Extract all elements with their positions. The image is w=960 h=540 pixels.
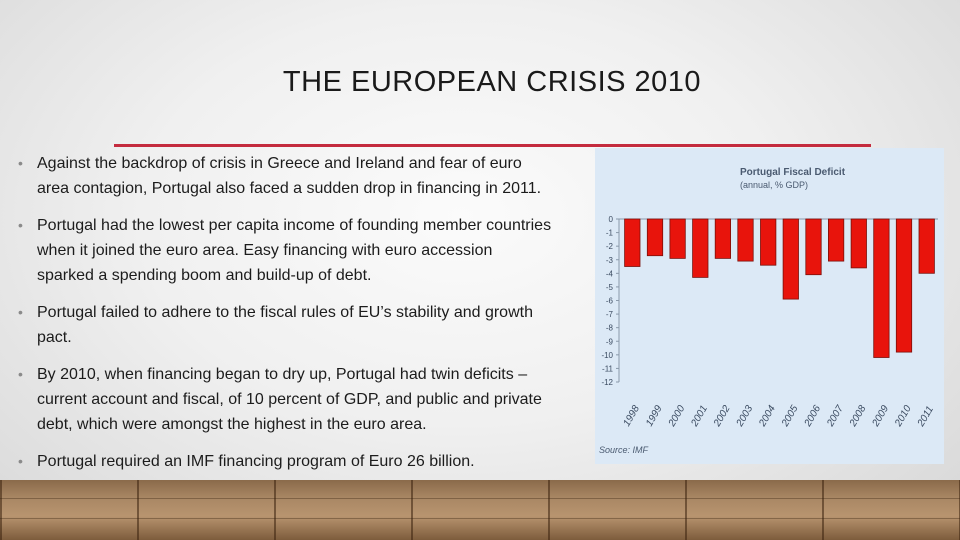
bullet-line: Portugal required an IMF financing progr… xyxy=(37,453,475,470)
bullet-line: pact. xyxy=(37,329,72,346)
floor-board-line xyxy=(0,518,960,519)
bar-2004 xyxy=(760,218,777,266)
x-tick-label: 2007 xyxy=(825,403,846,429)
x-tick-label: 2009 xyxy=(870,403,891,429)
bullet-line: By 2010, when financing began to dry up,… xyxy=(37,366,528,383)
bar-2007 xyxy=(827,218,845,262)
bullet-line: area contagion, Portugal also faced a su… xyxy=(37,180,542,197)
x-tick-label: 2000 xyxy=(666,403,687,429)
title-underline xyxy=(114,144,871,147)
bullet-line: Against the backdrop of crisis in Greece… xyxy=(37,155,522,172)
bullet-line: debt, which were amongst the highest in … xyxy=(37,416,427,433)
bar-2005 xyxy=(782,218,799,300)
y-tick-label: -1 xyxy=(606,229,614,238)
x-tick-label: 1998 xyxy=(621,403,642,428)
bar-2011 xyxy=(918,218,935,274)
x-tick-label: 2001 xyxy=(689,404,710,430)
y-tick-label: -10 xyxy=(601,351,613,360)
bar-2008 xyxy=(850,218,867,269)
wood-floor xyxy=(0,480,960,540)
chart-title: Portugal Fiscal Deficit xyxy=(740,167,846,178)
bullet-line: current account and fiscal, of 10 percen… xyxy=(37,391,542,408)
bar-2009 xyxy=(873,218,890,358)
bullet-list: Against the backdrop of crisis in Greece… xyxy=(18,151,618,486)
floor-board-line xyxy=(0,498,960,499)
x-label-group: 1998 1999 2000 2001 2002 2003 2004 2005 2006 2007… xyxy=(621,403,936,429)
slide-title: THE EUROPEAN CRISIS 2010 xyxy=(282,66,702,98)
x-tick-label: 2004 xyxy=(757,403,778,429)
bar-group xyxy=(624,218,935,358)
bar-2000 xyxy=(669,218,686,259)
y-tick-label: -12 xyxy=(601,378,613,387)
y-tick-label: 0 xyxy=(609,215,614,224)
chart-svg: Portugal Fiscal Deficit (annual, % GDP) … xyxy=(599,167,938,455)
y-tick-label: -4 xyxy=(606,269,614,278)
x-tick-label: 2010 xyxy=(893,403,914,429)
y-tick-label: -2 xyxy=(606,242,614,251)
y-tick-label: -3 xyxy=(606,256,614,265)
y-tick-group: 0 -1 -2 -3 -4 -5 -6 -7 -8 -9 -10 -11 -12 xyxy=(601,215,619,387)
x-tick-label: 2011 xyxy=(915,404,936,429)
bullet-item: Portugal had the lowest per capita incom… xyxy=(18,213,618,288)
x-tick-label: 2005 xyxy=(779,403,800,429)
chart-subtitle: (annual, % GDP) xyxy=(740,180,808,190)
x-tick-label: 2002 xyxy=(711,403,732,429)
y-tick-label: -11 xyxy=(602,364,614,373)
bar-2010 xyxy=(895,218,913,353)
y-tick-label: -5 xyxy=(606,283,614,292)
bar-1999 xyxy=(646,218,664,257)
x-tick-label: 2003 xyxy=(734,403,755,429)
bar-1998 xyxy=(624,218,641,267)
bullet-line: Portugal had the lowest per capita incom… xyxy=(37,217,552,234)
bar-2002 xyxy=(714,218,731,259)
bullet-line: Portugal failed to adhere to the fiscal … xyxy=(37,304,533,321)
chart-source: Source: IMF xyxy=(599,445,649,455)
y-tick-label: -7 xyxy=(606,310,614,319)
bullet-line: when it joined the euro area. Easy finan… xyxy=(37,242,493,259)
bullet-item: Against the backdrop of crisis in Greece… xyxy=(18,151,618,201)
x-tick-label: 2006 xyxy=(802,403,823,429)
bar-2001 xyxy=(692,218,709,278)
bar-2003 xyxy=(737,218,754,262)
bullet-item: By 2010, when financing began to dry up,… xyxy=(18,362,618,437)
y-tick-label: -8 xyxy=(606,324,614,333)
bullet-line: sparked a spending boom and build-up of … xyxy=(37,267,372,284)
fiscal-deficit-chart: Portugal Fiscal Deficit (annual, % GDP) … xyxy=(595,148,944,464)
bullet-item: Portugal required an IMF financing progr… xyxy=(18,449,618,474)
x-tick-label: 2008 xyxy=(847,403,868,429)
bar-2006 xyxy=(805,218,822,276)
x-tick-label: 1999 xyxy=(644,403,665,428)
y-tick-label: -9 xyxy=(606,337,614,346)
y-tick-label: -6 xyxy=(606,297,614,306)
bullet-item: Portugal failed to adhere to the fiscal … xyxy=(18,300,618,350)
